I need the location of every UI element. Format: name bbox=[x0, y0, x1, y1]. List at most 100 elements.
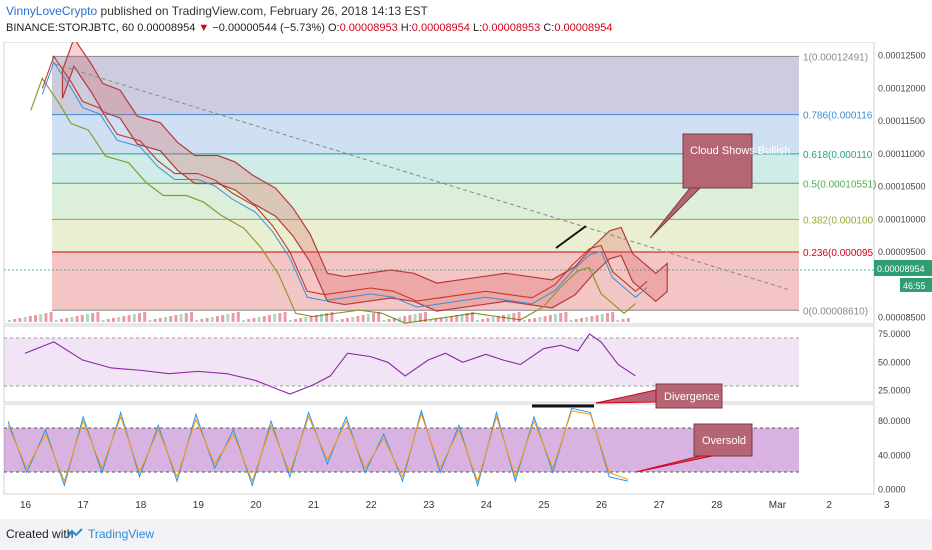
volume-bar bbox=[538, 317, 542, 322]
volume-bar bbox=[606, 313, 609, 322]
volume-bar bbox=[450, 316, 453, 322]
volume-bar bbox=[595, 315, 599, 322]
volume-bar bbox=[569, 320, 573, 322]
chart-header: VinnyLoveCrypto published on TradingView… bbox=[0, 0, 932, 42]
price-axis[interactable]: 0.00012500 0.00012000 0.00011500 0.00011000… bbox=[878, 51, 926, 323]
volume-bar bbox=[164, 317, 167, 322]
fib-label: 0.618(0.000110 bbox=[803, 150, 873, 161]
author-link[interactable]: VinnyLoveCrypto bbox=[6, 4, 98, 18]
volume-bar bbox=[455, 315, 459, 322]
volume-bar bbox=[330, 312, 334, 322]
volume-bar bbox=[28, 316, 32, 322]
ohlc-line: BINANCE:STORJBTC, 60 0.00008954 ▼ −0.000… bbox=[6, 22, 612, 34]
stoch-tick-label: 80.0000 bbox=[878, 416, 911, 426]
low-label: L: bbox=[472, 22, 483, 34]
volume-bar bbox=[528, 319, 531, 322]
fib-zone bbox=[52, 252, 799, 311]
volume-bar bbox=[413, 314, 417, 322]
time-tick-label: 28 bbox=[711, 500, 723, 511]
volume-bar bbox=[216, 316, 219, 322]
rsi-pane[interactable] bbox=[3, 325, 875, 403]
volume-bar bbox=[23, 317, 27, 322]
volume-bar bbox=[257, 317, 261, 322]
volume-bar bbox=[533, 318, 537, 322]
volume-bar bbox=[75, 316, 79, 322]
close-value: 0.00008954 bbox=[554, 22, 613, 34]
volume-bar bbox=[174, 315, 178, 322]
volume-bar bbox=[309, 316, 313, 322]
volume-bar bbox=[476, 320, 479, 322]
stoch-band bbox=[4, 428, 799, 472]
volume-bar bbox=[44, 313, 48, 322]
volume-bar bbox=[434, 319, 438, 322]
volume-bar bbox=[184, 313, 188, 322]
created-with-label: Created with bbox=[6, 527, 74, 541]
cloud-callout-text: Cloud Shows Bullish bbox=[690, 145, 790, 157]
volume-bar bbox=[242, 320, 245, 322]
volume-bar bbox=[158, 318, 162, 322]
volume-bar bbox=[54, 320, 58, 322]
volume-bar bbox=[283, 312, 287, 322]
volume-bar bbox=[314, 315, 318, 322]
volume-bar bbox=[86, 314, 89, 322]
volume-bar bbox=[439, 318, 443, 322]
volume-bar bbox=[465, 313, 469, 322]
volume-bar bbox=[361, 315, 365, 322]
open-label: O: bbox=[327, 22, 340, 34]
time-tick-label: 17 bbox=[78, 500, 90, 511]
volume-bar bbox=[356, 316, 360, 322]
volume-bar bbox=[153, 319, 157, 322]
time-tick-label: 22 bbox=[366, 500, 378, 511]
current-price-tag bbox=[874, 260, 932, 276]
fib-label: 0.236(0.000095 bbox=[803, 248, 874, 259]
oversold-callout-pointer bbox=[635, 455, 713, 473]
volume-bar bbox=[574, 319, 578, 322]
volume-bar bbox=[522, 320, 526, 322]
volume-bar bbox=[60, 319, 63, 322]
price-tick-label: 0.00011500 bbox=[878, 116, 925, 126]
volume-bar bbox=[418, 313, 422, 322]
volume-bar bbox=[486, 318, 490, 322]
volume-bar bbox=[278, 313, 282, 322]
footer: Created with TradingView bbox=[0, 519, 932, 550]
trend-line[interactable] bbox=[54, 63, 791, 291]
volume-bar bbox=[294, 319, 297, 322]
volume-bar bbox=[268, 315, 271, 322]
volume-bar bbox=[226, 314, 230, 322]
time-tick-label: 25 bbox=[538, 500, 550, 511]
ichimoku-cloud bbox=[61, 42, 668, 312]
time-tick-label: 18 bbox=[135, 500, 147, 511]
volume-bar bbox=[398, 317, 401, 322]
time-axis[interactable]: 16 17 18 19 20 21 22 23 24 25 26 27 28 Mar 2 3 bbox=[20, 500, 890, 511]
volume-bar bbox=[621, 319, 625, 322]
volume-bar bbox=[39, 314, 43, 322]
volume-bar bbox=[210, 317, 214, 322]
rsi-band bbox=[4, 338, 799, 386]
volume-bar bbox=[377, 312, 381, 322]
divergence-trend-line[interactable] bbox=[555, 225, 587, 249]
volume-bar bbox=[190, 312, 193, 322]
rsi-axis[interactable]: 75.0000 50.0000 25.0000 bbox=[878, 329, 911, 396]
volume-bar bbox=[112, 318, 115, 322]
volume-bar bbox=[195, 320, 199, 322]
volume-bar bbox=[65, 318, 69, 322]
last-price: 0.00008954 bbox=[137, 22, 196, 34]
volume-bar bbox=[403, 316, 407, 322]
volume-bar bbox=[460, 314, 464, 322]
volume-bar bbox=[507, 314, 511, 322]
price-tick-label: 0.00009500 bbox=[878, 247, 926, 257]
tradingview-logo-icon bbox=[66, 528, 83, 539]
stoch-axis[interactable]: 80.0000 40.0000 0.0000 bbox=[878, 416, 911, 495]
volume-bar bbox=[299, 318, 303, 322]
publish-line: VinnyLoveCrypto published on TradingView… bbox=[6, 4, 428, 18]
tradingview-link[interactable]: TradingView bbox=[88, 527, 155, 541]
volume-bar bbox=[351, 317, 355, 322]
volume-bar bbox=[470, 312, 474, 322]
volume-bar bbox=[346, 318, 349, 322]
volume-bar bbox=[444, 317, 448, 322]
price-change: −0.00000544 (−5.73%) bbox=[212, 22, 325, 34]
volume-bar bbox=[366, 314, 370, 322]
volume-bar bbox=[34, 315, 37, 322]
chart-canvas[interactable]: 1(0.00012491) 0.786(0.000116 0.618(0.00011… bbox=[0, 42, 932, 519]
time-tick-label: 2 bbox=[826, 500, 832, 511]
